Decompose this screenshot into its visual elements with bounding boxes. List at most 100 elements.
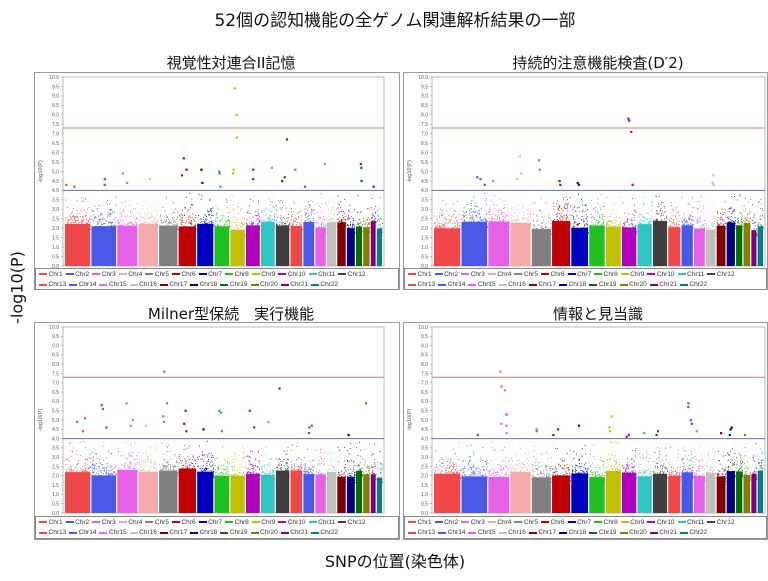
snp-point xyxy=(118,222,120,224)
snp-point xyxy=(113,476,115,478)
legend-label: Chr16 xyxy=(139,281,157,289)
snp-point xyxy=(731,212,733,214)
snp-point xyxy=(66,477,68,479)
snp-point xyxy=(226,198,227,200)
snp-point xyxy=(585,205,587,206)
snp-point xyxy=(450,231,452,232)
snp-point xyxy=(125,223,127,225)
snp-point xyxy=(542,232,544,234)
snp-point xyxy=(376,220,378,222)
top-snp-point xyxy=(631,183,634,186)
snp-point xyxy=(251,225,253,227)
snp-point xyxy=(72,476,74,478)
dense-points xyxy=(230,229,245,266)
snp-point xyxy=(99,225,101,227)
snp-point xyxy=(457,222,459,224)
snp-point xyxy=(81,197,83,199)
snp-point xyxy=(238,213,240,215)
snp-point xyxy=(556,221,558,223)
snp-point xyxy=(274,220,276,222)
snp-point xyxy=(293,218,295,220)
legend-swatch xyxy=(647,273,656,276)
snp-point xyxy=(94,230,95,232)
snp-point xyxy=(578,194,579,195)
snp-point xyxy=(438,225,440,227)
snp-point xyxy=(489,225,491,227)
snp-point xyxy=(564,221,566,223)
snp-point xyxy=(526,209,528,211)
snp-point xyxy=(618,225,620,227)
snp-point xyxy=(133,462,135,464)
snp-point xyxy=(80,475,82,477)
snp-point xyxy=(495,221,497,223)
snp-point xyxy=(759,215,761,217)
snp-point xyxy=(609,227,610,229)
snp-point xyxy=(608,226,610,228)
snp-point xyxy=(134,464,136,466)
legend-swatch xyxy=(65,273,74,276)
snp-point xyxy=(673,227,675,229)
snp-point xyxy=(128,463,130,465)
snp-point xyxy=(251,228,253,230)
snp-point xyxy=(139,225,140,227)
snp-point xyxy=(136,458,138,460)
snp-point xyxy=(323,219,325,220)
snp-point xyxy=(548,227,550,229)
snp-point xyxy=(106,469,108,471)
snp-point xyxy=(214,218,216,220)
snp-point xyxy=(639,223,641,224)
snp-point xyxy=(590,230,592,232)
snp-point xyxy=(139,229,141,231)
snp-point xyxy=(734,196,735,197)
snp-point xyxy=(128,475,130,477)
snp-point xyxy=(658,226,660,227)
snp-point xyxy=(692,211,694,213)
snp-point xyxy=(600,228,602,230)
snp-point xyxy=(150,215,152,217)
snp-point xyxy=(627,229,628,231)
legend-swatch xyxy=(559,283,568,286)
snp-point xyxy=(180,230,182,232)
snp-point xyxy=(357,232,359,234)
snp-point xyxy=(123,231,125,233)
snp-point xyxy=(69,227,71,229)
snp-point xyxy=(67,219,69,221)
snp-point xyxy=(138,220,140,221)
snp-point xyxy=(663,220,665,222)
snp-point xyxy=(261,224,262,226)
y-tick-label: 2.0 xyxy=(52,474,59,480)
snp-point xyxy=(357,211,359,213)
snp-point xyxy=(308,226,310,228)
snp-point xyxy=(105,226,106,228)
snp-point xyxy=(348,229,350,231)
snp-point xyxy=(451,232,452,234)
snp-point xyxy=(113,218,115,220)
snp-point xyxy=(721,218,723,220)
snp-point xyxy=(504,207,506,209)
snp-point xyxy=(529,208,531,210)
snp-point xyxy=(75,217,77,218)
snp-point xyxy=(451,215,453,217)
snp-point xyxy=(201,223,203,225)
snp-point xyxy=(439,223,440,225)
snp-point xyxy=(151,224,153,226)
snp-point xyxy=(220,221,221,222)
snp-point xyxy=(250,230,252,232)
snp-point xyxy=(611,222,613,224)
snp-point xyxy=(748,228,750,230)
snp-point xyxy=(466,204,468,205)
dense-points xyxy=(303,222,315,266)
snp-point xyxy=(659,225,660,227)
snp-point xyxy=(120,468,122,470)
snp-point xyxy=(520,222,521,224)
snp-point xyxy=(377,231,379,233)
snp-point xyxy=(227,220,229,221)
snp-point xyxy=(82,466,84,468)
snp-point xyxy=(302,228,303,230)
snp-point xyxy=(125,223,127,225)
snp-point xyxy=(94,228,96,230)
snp-point xyxy=(729,225,730,227)
snp-point xyxy=(107,472,109,474)
snp-point xyxy=(159,229,161,231)
snp-point xyxy=(577,224,579,226)
